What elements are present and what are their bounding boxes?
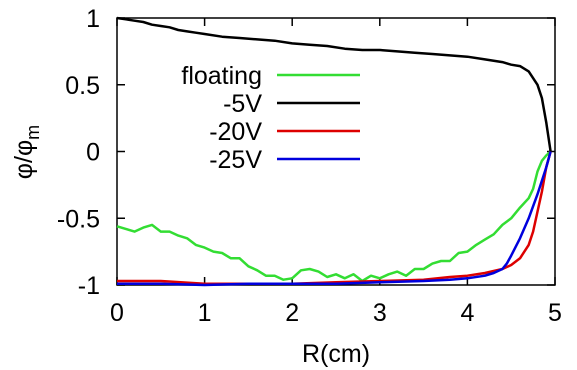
- x-tick-label: 5: [548, 299, 562, 327]
- legend: floating-5V-20V-25V: [181, 62, 360, 174]
- legend-label-0: floating: [181, 62, 262, 90]
- y-tick-label: 1: [86, 5, 100, 33]
- legend-label-2: -20V: [209, 118, 262, 146]
- series-line-2: [117, 151, 552, 285]
- y-tick-label: 0: [86, 139, 100, 167]
- y-axis-label-sub: m: [23, 125, 43, 140]
- y-tick-labels: -1 -0.5 0 0.5 1: [57, 5, 100, 300]
- series-line-3: [117, 151, 552, 287]
- y-tick-label: -1: [78, 272, 100, 300]
- plot-frame: [116, 17, 556, 286]
- x-tick-label: 4: [460, 299, 474, 327]
- legend-label-1: -5V: [223, 90, 262, 118]
- tick-marks: [116, 17, 556, 286]
- x-tick-label: 2: [285, 299, 299, 327]
- x-tick-labels: 0 1 2 3 4 5: [110, 299, 562, 327]
- y-axis-label: φ/φm: [10, 125, 43, 179]
- y-tick-label: -0.5: [57, 205, 100, 233]
- y-tick-label: 0.5: [65, 72, 100, 100]
- x-tick-label: 1: [198, 299, 212, 327]
- series-line-1: [116, 16, 552, 152]
- legend-label-3: -25V: [209, 146, 262, 174]
- x-axis-label: R(cm): [302, 340, 370, 368]
- y-axis-label-main: φ/φ: [10, 140, 38, 179]
- x-tick-label: 3: [373, 299, 387, 327]
- x-tick-label: 0: [110, 299, 124, 327]
- series-line-0: [116, 150, 552, 283]
- series-lines: [116, 16, 552, 287]
